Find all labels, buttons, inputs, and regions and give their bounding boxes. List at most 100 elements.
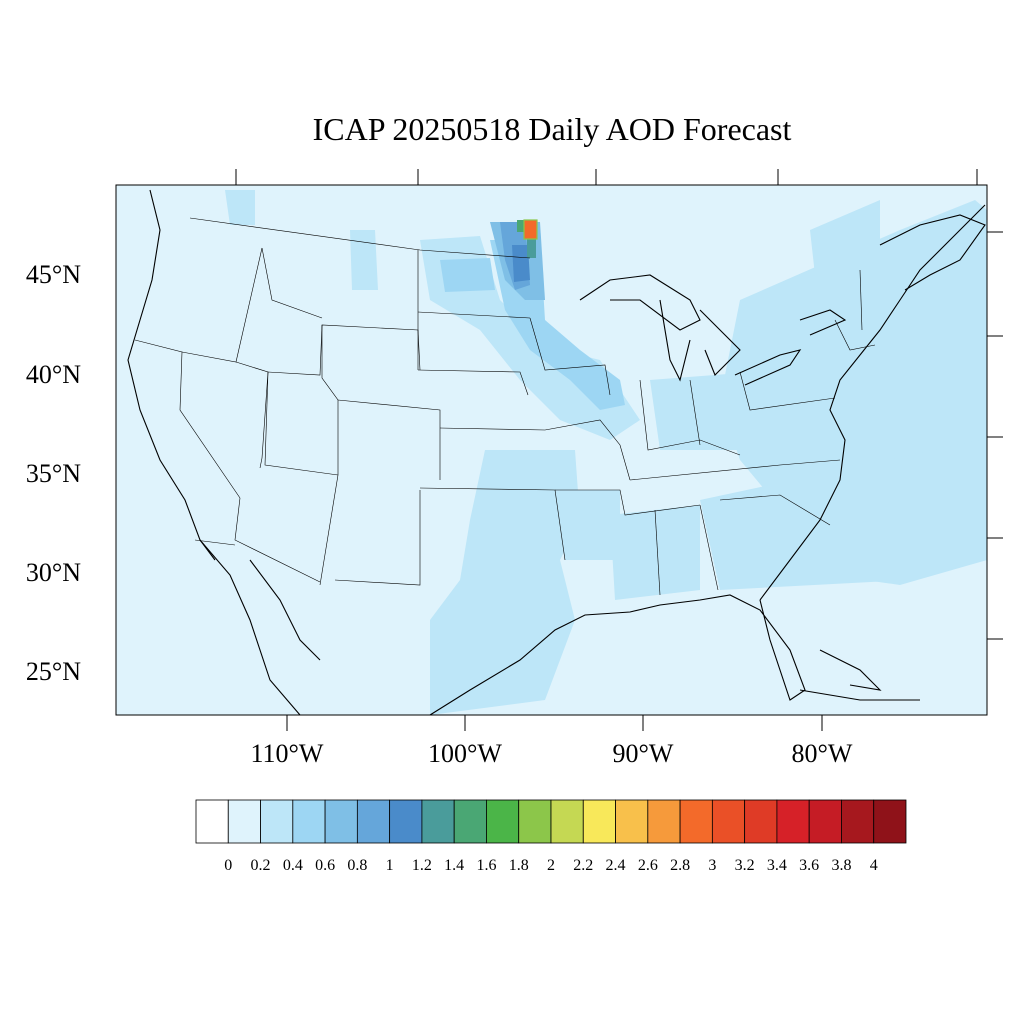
aod-cell-peak <box>523 219 538 240</box>
aod-region-montana <box>350 230 378 290</box>
colorbar-swatch <box>486 799 520 844</box>
colorbar-label: 0.6 <box>315 857 335 874</box>
coastline-segment <box>199 539 301 716</box>
colorbar-label: 3.4 <box>767 857 787 874</box>
state-border <box>529 317 611 396</box>
lat-label: 45°N <box>26 260 81 289</box>
colorbar-swatch <box>195 799 229 844</box>
state-border <box>555 489 701 516</box>
colorbar-label: 4 <box>870 857 878 874</box>
colorbar-label: 0.2 <box>251 857 271 874</box>
state-border <box>699 504 719 591</box>
aod-region-southeast-offshore <box>700 440 987 590</box>
colorbar-label: 3.6 <box>799 857 819 874</box>
map-title: ICAP 20250518 Daily AOD Forecast <box>313 111 792 147</box>
colorbar-label: 3.2 <box>735 857 755 874</box>
state-border <box>417 250 421 371</box>
state-border <box>719 494 831 526</box>
latitude-labels: 45°N 40°N 35°N 30°N 25°N <box>26 260 81 686</box>
colorbar-label: 1.6 <box>476 857 496 874</box>
colorbar-swatch <box>841 799 875 844</box>
state-border <box>235 361 269 469</box>
state-border <box>234 497 321 583</box>
colorbar-swatch <box>615 799 649 844</box>
coastline-segment <box>659 299 691 382</box>
colorbar-label: 1.4 <box>444 857 464 874</box>
state-border <box>654 509 661 596</box>
aod-region-arkansas <box>555 490 620 560</box>
aod-field <box>225 190 987 715</box>
state-border <box>417 369 529 396</box>
aod-region-plume-west <box>440 258 495 292</box>
colorbar-swatch <box>292 799 326 844</box>
lon-label: 100°W <box>428 739 502 768</box>
aod-region-northeast <box>810 200 880 320</box>
state-border <box>261 247 323 319</box>
colorbar-label: 2.8 <box>670 857 690 874</box>
colorbar-label: 2.4 <box>606 857 626 874</box>
colorbar-label: 2 <box>547 857 555 874</box>
colorbar-swatch <box>873 799 907 844</box>
lon-label: 80°W <box>792 739 853 768</box>
state-border <box>639 379 741 456</box>
colorbar-swatch <box>711 799 746 844</box>
aod-region-plume-max <box>512 245 530 282</box>
lat-label: 35°N <box>26 459 81 488</box>
colorbar-swatch <box>776 799 810 844</box>
colorbar-swatch <box>679 799 713 844</box>
colorbar-label: 1 <box>386 857 394 874</box>
colorbar-swatch <box>647 799 681 844</box>
state-border <box>134 339 241 499</box>
lat-label: 25°N <box>26 657 81 686</box>
colorbar-swatch <box>389 799 423 844</box>
coastline-segment <box>127 189 216 561</box>
coastline-segment <box>879 214 986 291</box>
state-border <box>739 371 836 411</box>
aod-cell-green <box>517 220 527 232</box>
map-frame: 45°N 40°N 35°N 30°N 25°N 110°W 100°W 90°W 80°W <box>26 169 1003 768</box>
state-borders <box>134 217 876 596</box>
colorbar-swatch <box>808 799 842 844</box>
state-border <box>689 379 701 446</box>
state-border <box>859 269 863 331</box>
coastline-segment <box>249 559 321 661</box>
state-border <box>264 371 339 476</box>
state-border <box>629 459 841 481</box>
coastline-segment <box>429 594 806 716</box>
colorbar-swatch <box>744 799 778 844</box>
state-border <box>417 311 531 319</box>
colorbar-swatch <box>582 799 616 844</box>
colorbar-swatch <box>324 799 358 844</box>
colorbar-label: 0 <box>224 857 232 874</box>
colorbar-label: 3.8 <box>831 857 851 874</box>
state-border <box>319 325 339 586</box>
coastline-segment <box>799 689 920 701</box>
coastline-segment <box>799 309 847 336</box>
state-border <box>337 399 441 480</box>
lon-label: 90°W <box>613 739 674 768</box>
colorbar-swatch <box>356 799 391 844</box>
colorbar-label: 2.2 <box>573 857 593 874</box>
aod-cell-teal <box>527 238 536 258</box>
colorbar-swatch <box>453 799 487 844</box>
lat-label: 30°N <box>26 558 81 587</box>
colorbar-swatch <box>518 799 552 844</box>
coastline-segment <box>759 204 986 601</box>
colorbar-label: 0.8 <box>347 857 367 874</box>
aod-region-gulf-states <box>610 505 700 600</box>
lon-label: 110°W <box>251 739 324 768</box>
colorbar-label: 2.6 <box>638 857 658 874</box>
colorbar-swatch <box>227 799 261 844</box>
colorbar-swatch <box>550 799 584 844</box>
state-border <box>544 419 631 481</box>
coastline-segment <box>579 274 701 331</box>
state-border <box>194 539 236 546</box>
coastline-segment <box>699 309 741 376</box>
colorbar-label: 1.2 <box>412 857 432 874</box>
state-border <box>189 217 531 259</box>
colorbar-label: 3 <box>708 857 716 874</box>
map-ticks <box>235 169 1003 731</box>
map-border <box>115 184 988 716</box>
aod-region-texas-oklahoma <box>430 450 580 715</box>
colorbar: 0 0.2 0.4 0.6 0.8 1 1.2 1.4 1.6 1.8 2 2.2 2.4 2.6 2.8 3… <box>195 799 907 874</box>
